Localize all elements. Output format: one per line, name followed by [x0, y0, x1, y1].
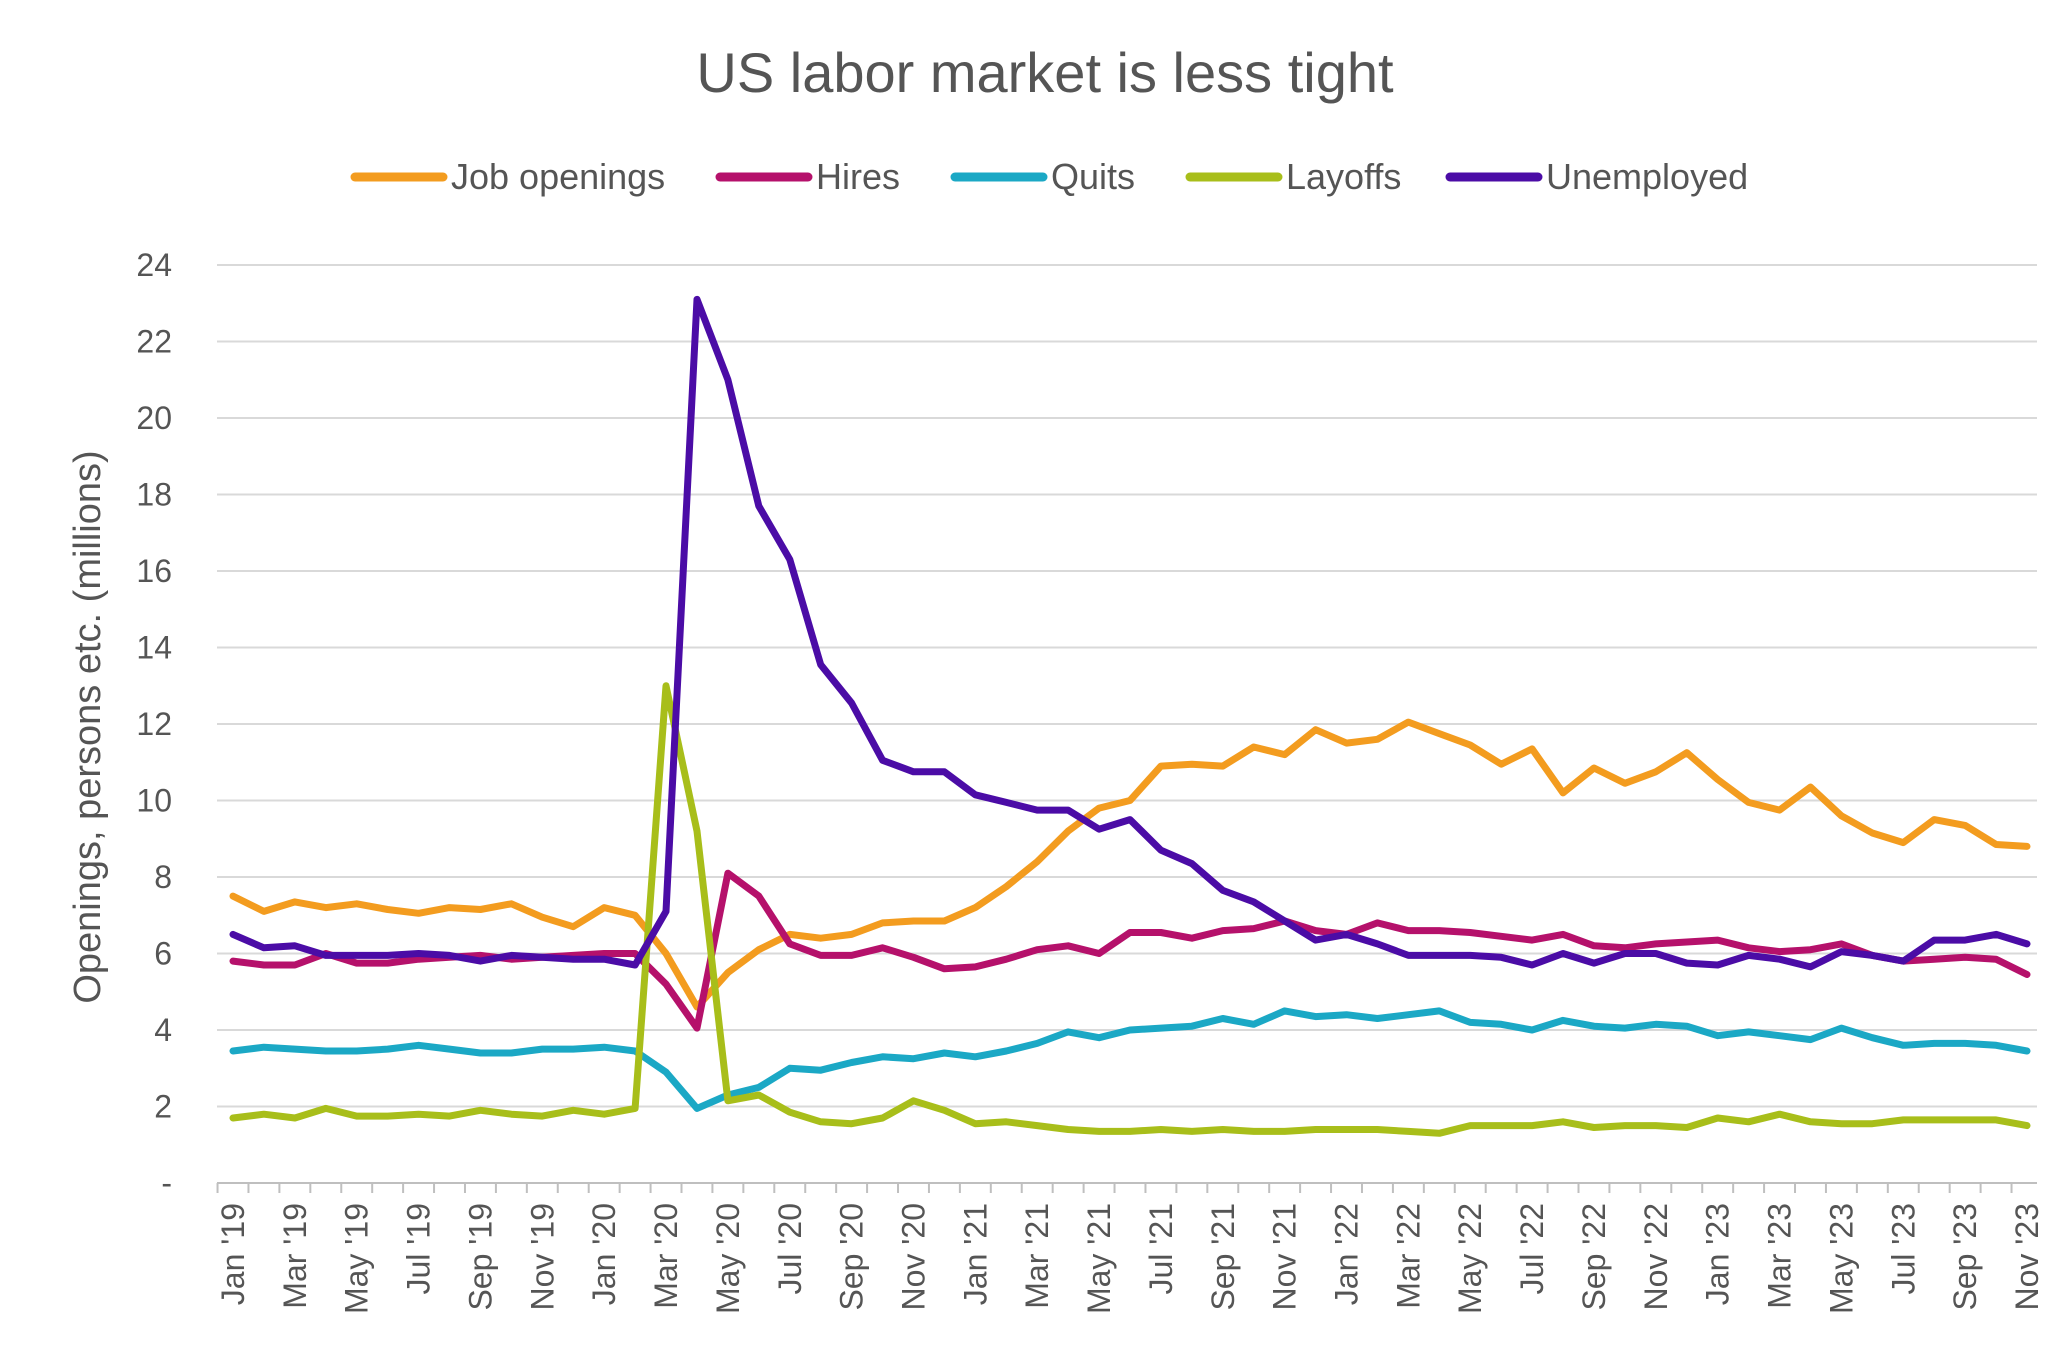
- chart-title: US labor market is less tight: [696, 41, 1394, 104]
- x-tick-label: Jan '19: [215, 1203, 251, 1305]
- legend-label: Hires: [816, 156, 900, 197]
- x-tick-label: Nov '20: [895, 1203, 931, 1311]
- y-tick-label: 2: [154, 1089, 172, 1125]
- x-tick-label: May '19: [339, 1203, 375, 1314]
- x-tick-label: Mar '19: [277, 1203, 313, 1309]
- series-line-job-openings: [229, 718, 2031, 1011]
- y-tick-label: 10: [136, 783, 172, 819]
- y-tick-label: 12: [136, 706, 172, 742]
- y-tick-label: -: [161, 1165, 172, 1201]
- x-tick-label: Sep '20: [834, 1203, 870, 1311]
- legend-label: Unemployed: [1546, 156, 1748, 197]
- x-tick-label: May '23: [1823, 1203, 1859, 1314]
- y-tick-label: 14: [136, 630, 172, 666]
- series-line-quits: [229, 1007, 2031, 1112]
- x-tick-label: Mar '22: [1390, 1203, 1426, 1309]
- x-tick-label: Sep '21: [1205, 1203, 1241, 1311]
- x-tick-label: Nov '22: [1638, 1203, 1674, 1311]
- legend-label: Quits: [1051, 156, 1135, 197]
- legend-item-hires: Hires: [715, 156, 900, 197]
- x-axis-ticks: Jan '19 Mar '19 May '19 Jul '19 Sep '19 Nov '…: [215, 1183, 2045, 1314]
- legend-item-layoffs: Layoffs: [1185, 156, 1401, 197]
- x-tick-label: Sep '23: [1947, 1203, 1983, 1311]
- x-tick-label: Mar '23: [1762, 1203, 1798, 1309]
- x-tick-label: Jul '23: [1885, 1203, 1921, 1295]
- x-tick-label: Jan '22: [1329, 1203, 1365, 1305]
- x-tick-label: May '22: [1452, 1203, 1488, 1314]
- x-tick-label: Nov '19: [524, 1203, 560, 1311]
- y-tick-label: 8: [154, 859, 172, 895]
- y-tick-label: 18: [136, 477, 172, 513]
- y-tick-label: 24: [136, 247, 172, 283]
- y-tick-label: 22: [136, 324, 172, 360]
- legend-label: Layoffs: [1286, 156, 1401, 197]
- series-line-layoffs: [229, 682, 2031, 1137]
- x-tick-label: Mar '21: [1019, 1203, 1055, 1309]
- x-tick-label: Jul '21: [1143, 1203, 1179, 1295]
- x-tick-label: Jan '23: [1700, 1203, 1736, 1305]
- x-tick-label: Jul '20: [772, 1203, 808, 1295]
- legend: Job openings Hires Quits Layoffs Unemployed: [350, 156, 1748, 197]
- x-tick-label: Nov '21: [1267, 1203, 1303, 1311]
- x-tick-label: Mar '20: [648, 1203, 684, 1309]
- x-tick-label: May '21: [1081, 1203, 1117, 1314]
- x-tick-label: Jul '19: [401, 1203, 437, 1295]
- series-lines: [229, 295, 2031, 1137]
- x-tick-label: Jan '21: [957, 1203, 993, 1305]
- x-tick-label: May '20: [710, 1203, 746, 1314]
- legend-item-job-openings: Job openings: [350, 156, 665, 197]
- series-line-unemployed: [229, 295, 2031, 971]
- gridlines: [217, 264, 2037, 1108]
- x-tick-label: Nov '23: [2009, 1203, 2045, 1311]
- legend-item-unemployed: Unemployed: [1445, 156, 1748, 197]
- x-tick-label: Sep '22: [1576, 1203, 1612, 1311]
- y-tick-label: 6: [154, 936, 172, 972]
- x-tick-label: Jul '22: [1514, 1203, 1550, 1295]
- y-tick-label: 20: [136, 400, 172, 436]
- legend-item-quits: Quits: [950, 156, 1135, 197]
- x-tick-label: Sep '19: [462, 1203, 498, 1311]
- y-tick-label: 4: [154, 1012, 172, 1048]
- x-tick-label: Jan '20: [586, 1203, 622, 1305]
- y-tick-label: 16: [136, 553, 172, 589]
- legend-label: Job openings: [451, 156, 665, 197]
- series-line-hires: [229, 869, 2031, 1032]
- y-axis-label: Openings, persons etc. (millions): [67, 450, 109, 1003]
